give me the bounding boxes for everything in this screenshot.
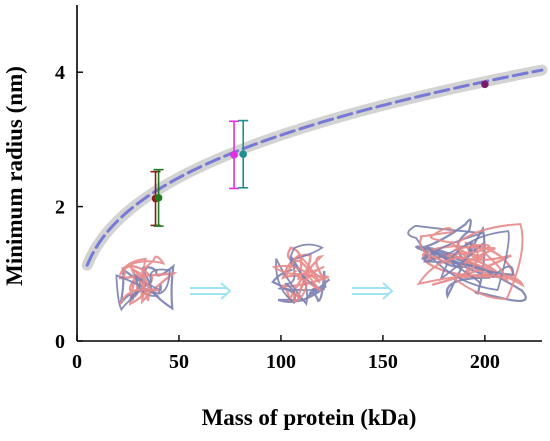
arrow-1 [190, 282, 232, 300]
x-tick-label: 100 [266, 351, 296, 373]
protein-chain [416, 223, 524, 300]
plot-area [81, 64, 548, 271]
y-tick-label: 4 [55, 62, 65, 84]
data-point [154, 194, 163, 202]
data-point [239, 150, 248, 158]
fit-curve-dashed [85, 68, 544, 267]
y-tick-label: 2 [55, 197, 65, 219]
protein-structure-small [115, 255, 178, 312]
x-tick-label: 150 [368, 351, 398, 373]
x-axis-title: Mass of protein (kDa) [202, 405, 417, 430]
data-point [481, 80, 489, 89]
arrow-2 [352, 282, 394, 300]
arrow-head [382, 282, 394, 300]
protein-chain [118, 255, 166, 305]
protein-chain [271, 254, 325, 303]
protein-insets [115, 218, 527, 312]
x-tick-label: 50 [169, 351, 189, 373]
protein-structure-large [407, 218, 527, 302]
axis-ticks: 0 50 100 150 200 0 2 4 [55, 62, 500, 373]
data-point [230, 151, 238, 159]
protein-chain [407, 224, 514, 291]
x-tick-label: 200 [470, 351, 500, 373]
protein-structure-medium [271, 243, 331, 306]
y-tick-label: 0 [55, 331, 65, 353]
x-tick-label: 0 [72, 351, 82, 373]
arrow-head [220, 282, 232, 300]
y-axis-title: Minimum radius (nm) [2, 66, 27, 286]
protein-chain [275, 243, 324, 306]
axes [76, 5, 542, 342]
